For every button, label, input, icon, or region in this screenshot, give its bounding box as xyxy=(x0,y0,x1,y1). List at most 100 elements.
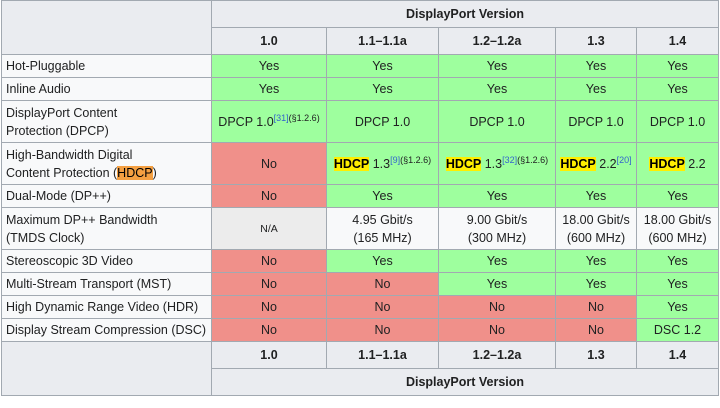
table-row-dpp-bandwidth: Maximum DP++ Bandwidth (TMDS Clock) N/A … xyxy=(1,207,719,250)
cell-dpcp-1-0: DPCP 1.0[31](§1.2.6) xyxy=(211,100,327,143)
corner-cell-bottom xyxy=(1,341,212,396)
cell-yes: Yes xyxy=(636,249,719,273)
row-label-bandwidth-line2: (TMDS Clock) xyxy=(6,230,85,245)
row-label-hot-pluggable: Hot-Pluggable xyxy=(1,54,212,78)
cell-yes: Yes xyxy=(555,77,637,101)
cell-yes: Yes xyxy=(438,249,556,273)
row-label-hdcp-suffix: ) xyxy=(152,165,157,180)
cell-no: No xyxy=(211,318,327,342)
cell-dpcp: DPCP 1.0 xyxy=(555,100,637,143)
cell-no: No xyxy=(438,318,556,342)
version-header-1-2: 1.2–1.2a xyxy=(438,27,556,55)
version-header-1-4: 1.4 xyxy=(636,27,719,55)
cell-yes: Yes xyxy=(636,77,719,101)
version-footer-1-3: 1.3 xyxy=(555,341,637,369)
cell-bandwidth-1-2: 9.00 Gbit/s (300 MHz) xyxy=(438,207,556,250)
table-row-inline-audio: Inline Audio Yes Yes Yes Yes Yes xyxy=(1,77,719,101)
cell-dpcp: DPCP 1.0 xyxy=(636,100,719,143)
section-ref: (§1.2.6) xyxy=(400,154,432,165)
row-label-dpp-bandwidth: Maximum DP++ Bandwidth (TMDS Clock) xyxy=(1,207,212,250)
clock-value: (600 MHz) xyxy=(648,230,707,245)
bandwidth-value: 9.00 Gbit/s xyxy=(466,212,528,227)
row-label-hdcp-prefix: Content Protection ( xyxy=(6,165,118,180)
hdcp-version: 2.2 xyxy=(595,156,617,171)
cell-no: No xyxy=(326,318,439,342)
cell-yes: Yes xyxy=(211,54,327,78)
version-header-1-0: 1.0 xyxy=(211,27,327,55)
cell-no: No xyxy=(555,295,637,319)
row-label-bandwidth-line1: Maximum DP++ Bandwidth xyxy=(6,212,158,227)
cell-yes: Yes xyxy=(211,77,327,101)
cell-no: No xyxy=(211,184,327,208)
cell-no: No xyxy=(326,295,439,319)
table-row-dual-mode: Dual-Mode (DP++) No Yes Yes Yes Yes xyxy=(1,184,719,208)
cell-yes: Yes xyxy=(326,54,439,78)
hdcp-highlight: HDCP xyxy=(333,156,370,171)
cell-yes: Yes xyxy=(555,54,637,78)
table-row-hdr: High Dynamic Range Video (HDR) No No No … xyxy=(1,295,719,319)
cell-yes: Yes xyxy=(636,295,719,319)
cell-bandwidth-1-4: 18.00 Gbit/s (600 MHz) xyxy=(636,207,719,250)
row-label-dpcp-line2: Protection (DPCP) xyxy=(6,123,109,138)
row-label-inline-audio: Inline Audio xyxy=(1,77,212,101)
table-row-mst: Multi-Stream Transport (MST) No No Yes Y… xyxy=(1,272,719,296)
cell-yes: Yes xyxy=(438,77,556,101)
bandwidth-value: 4.95 Gbit/s xyxy=(352,212,413,227)
hdcp-version: 2.2 xyxy=(684,156,706,171)
cell-no: No xyxy=(438,295,556,319)
hdcp-highlight: HDCP xyxy=(649,156,685,171)
cell-yes: Yes xyxy=(555,249,637,273)
cell-hdcp-1-2: HDCP 1.3[32](§1.2.6) xyxy=(438,142,556,185)
cell-yes: Yes xyxy=(326,77,439,101)
hdcp-highlight: HDCP xyxy=(560,156,596,171)
hdcp-highlight: HDCP xyxy=(445,156,482,171)
version-footer-1-4: 1.4 xyxy=(636,341,719,369)
table-row-hot-pluggable: Hot-Pluggable Yes Yes Yes Yes Yes xyxy=(1,54,719,78)
row-label-hdr: High Dynamic Range Video (HDR) xyxy=(1,295,212,319)
cell-no: No xyxy=(211,295,327,319)
row-label-dpcp-line1: DisplayPort Content xyxy=(6,105,118,120)
cell-no: No xyxy=(211,142,327,185)
cell-bandwidth-1-3: 18.00 Gbit/s (600 MHz) xyxy=(555,207,637,250)
table-row-stereo3d: Stereoscopic 3D Video No Yes Yes Yes Yes xyxy=(1,249,719,273)
cell-dsc-1-4: DSC 1.2 xyxy=(636,318,719,342)
hdcp-highlight: HDCP xyxy=(117,165,153,180)
citation-link-31[interactable]: [31] xyxy=(273,112,289,123)
cell-dpcp: DPCP 1.0 xyxy=(438,100,556,143)
cell-yes: Yes xyxy=(438,272,556,296)
clock-value: (165 MHz) xyxy=(353,230,412,245)
cell-hdcp-1-4: HDCP 2.2 xyxy=(636,142,719,185)
cell-yes: Yes xyxy=(555,184,637,208)
row-label-hdcp-line1: High-Bandwidth Digital xyxy=(6,147,133,162)
table-row-hdcp: High-Bandwidth Digital Content Protectio… xyxy=(1,142,719,185)
row-label-dpcp: DisplayPort Content Protection (DPCP) xyxy=(1,100,212,143)
cell-dpcp: DPCP 1.0 xyxy=(326,100,439,143)
corner-cell-top xyxy=(1,0,212,55)
version-footer-1-1: 1.1–1.1a xyxy=(326,341,439,369)
table-row-dpcp: DisplayPort Content Protection (DPCP) DP… xyxy=(1,100,719,143)
cell-yes: Yes xyxy=(555,272,637,296)
cell-yes: Yes xyxy=(326,184,439,208)
clock-value: (300 MHz) xyxy=(467,230,527,245)
bandwidth-value: 18.00 Gbit/s xyxy=(643,212,712,227)
section-ref: (§1.2.6) xyxy=(288,112,320,123)
cell-na: N/A xyxy=(211,207,327,250)
cell-no: No xyxy=(211,249,327,273)
version-header-1-3: 1.3 xyxy=(555,27,637,55)
cell-bandwidth-1-1: 4.95 Gbit/s (165 MHz) xyxy=(326,207,439,250)
clock-value: (600 MHz) xyxy=(566,230,626,245)
citation-link-32[interactable]: [32] xyxy=(502,154,518,165)
section-ref: (§1.2.6) xyxy=(517,154,549,165)
cell-hdcp-1-3: HDCP 2.2[20] xyxy=(555,142,637,185)
cell-yes: Yes xyxy=(636,272,719,296)
cell-yes: Yes xyxy=(636,54,719,78)
citation-link-9[interactable]: [9] xyxy=(390,154,401,165)
version-title-bottom: DisplayPort Version xyxy=(211,368,719,396)
version-header-1-1: 1.1–1.1a xyxy=(326,27,439,55)
citation-link-20[interactable]: [20] xyxy=(616,154,632,165)
cell-no: No xyxy=(211,272,327,296)
row-label-stereo3d: Stereoscopic 3D Video xyxy=(1,249,212,273)
displayport-version-table: DisplayPort Version 1.0 1.1–1.1a 1.2–1.2… xyxy=(1,0,719,396)
row-label-dual-mode: Dual-Mode (DP++) xyxy=(1,184,212,208)
version-title-top: DisplayPort Version xyxy=(211,0,719,28)
